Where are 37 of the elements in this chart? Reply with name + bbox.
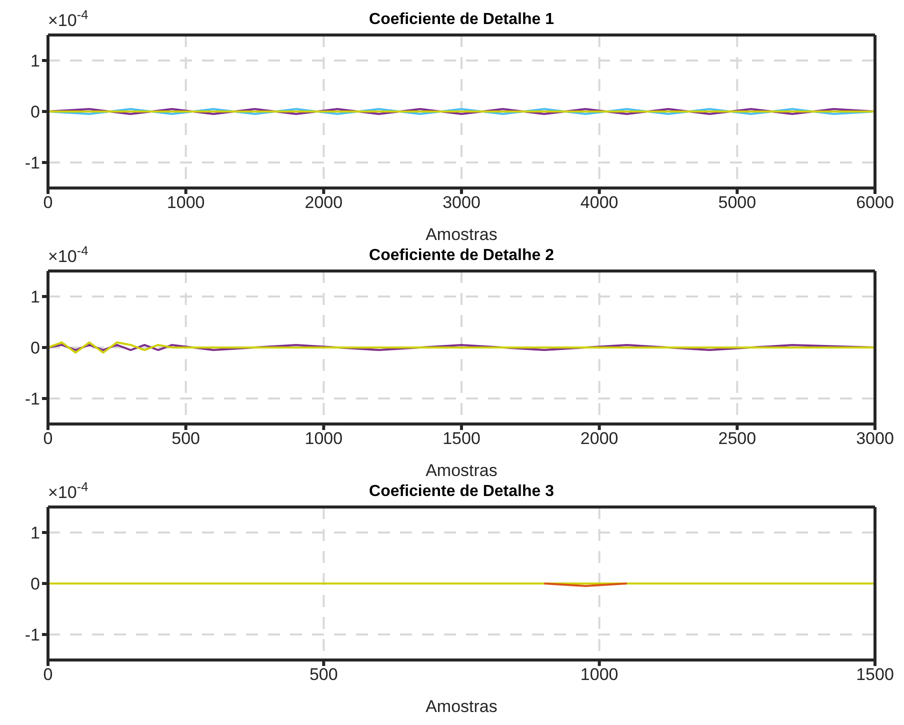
x-tick-label: 0 — [43, 665, 53, 684]
y-tick-label: -1 — [24, 626, 40, 645]
y-tick-label: -1 — [24, 390, 40, 409]
x-tick-label: 6000 — [856, 193, 894, 212]
chart-title: Coeficiente de Detalhe 3 — [369, 483, 554, 500]
y-tick-label: 0 — [30, 574, 40, 594]
y-tick-label: 1 — [30, 52, 40, 71]
y-tick-label: 1 — [30, 288, 40, 307]
x-tick-label: 3000 — [856, 429, 894, 448]
text: ×10$^{-4}$ — [48, 242, 88, 266]
x-tick-label: 0 — [43, 429, 53, 448]
x-tick-label: 1500 — [856, 665, 894, 684]
y-tick-label: 0 — [30, 338, 40, 358]
y-tick-label: -1 — [24, 154, 40, 173]
x-tick-label: 2000 — [304, 193, 343, 212]
chart-title: Coeficiente de Detalhe 1 — [369, 11, 554, 28]
x-axis-title: Amostras — [426, 461, 498, 480]
y-tick-label: 0 — [30, 102, 40, 122]
x-tick-label: 500 — [309, 665, 338, 684]
x-axis-title: Amostras — [426, 225, 498, 244]
x-tick-label: 5000 — [718, 193, 756, 212]
line-series — [48, 341, 875, 354]
x-tick-label: 4000 — [580, 193, 618, 212]
x-tick-label: 1000 — [304, 429, 343, 448]
x-tick-label: 1000 — [166, 193, 205, 212]
x-tick-label: 500 — [172, 429, 200, 448]
x-tick-label: 2000 — [580, 429, 618, 448]
text: ×10$^{-4}$ — [48, 6, 88, 30]
x-tick-label: 1500 — [442, 429, 480, 448]
y-tick-label: 1 — [30, 524, 40, 543]
chart-title: Coeficiente de Detalhe 2 — [369, 247, 554, 264]
x-tick-label: 2500 — [718, 429, 756, 448]
x-tick-label: 0 — [43, 193, 53, 212]
x-tick-label: 3000 — [442, 193, 480, 212]
x-axis-title: Amostras — [426, 697, 498, 716]
x-tick-label: 1000 — [580, 665, 618, 684]
text: ×10$^{-4}$ — [48, 478, 88, 502]
